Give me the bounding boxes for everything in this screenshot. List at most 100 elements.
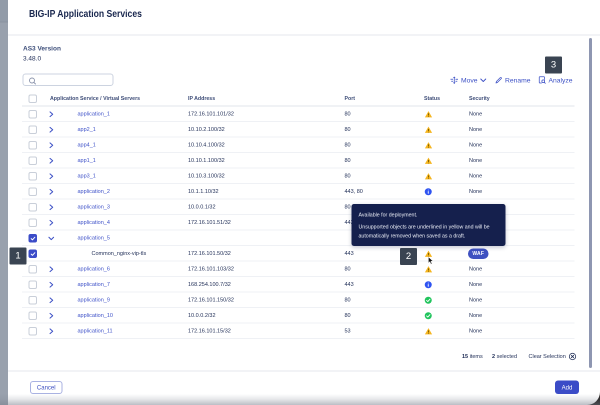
chevron-right-icon: [49, 312, 54, 319]
row-checkbox[interactable]: [28, 187, 37, 196]
table-row[interactable]: app2_1 10.10.2.100/32 80 None: [22, 122, 575, 138]
cancel-button[interactable]: Cancel: [30, 381, 63, 394]
chevron-right-icon: [49, 126, 54, 133]
status-cell[interactable]: [424, 188, 433, 196]
tooltip-line-2: Unsupported objects are underlined in ye…: [358, 224, 490, 230]
application-name-link[interactable]: application_10: [77, 312, 113, 319]
select-all-checkbox[interactable]: [28, 94, 37, 103]
status-cell[interactable]: [424, 266, 433, 274]
row-expander[interactable]: [48, 266, 55, 275]
port-cell: 80: [344, 142, 351, 148]
application-name-link[interactable]: application_3: [77, 204, 110, 210]
add-button[interactable]: Add: [555, 380, 579, 394]
pencil-icon: [495, 76, 502, 84]
application-name-link[interactable]: app1_1: [77, 157, 96, 164]
table-row[interactable]: application_10 10.0.0.2/32 80 None: [22, 308, 575, 324]
application-name-link[interactable]: application_2: [77, 188, 110, 195]
row-checkbox[interactable]: [28, 265, 37, 274]
chevron-right-icon: [49, 188, 54, 195]
application-name-link[interactable]: application_5: [77, 235, 110, 241]
table-row[interactable]: application_9 172.16.101.150/32 80 None: [22, 293, 575, 308]
table-row[interactable]: Common_nginx-vip-tls 172.16.101.50/32 44…: [22, 246, 575, 262]
table-row[interactable]: app4_1 10.10.4.100/32 80 None: [22, 138, 575, 153]
row-expander[interactable]: [48, 126, 55, 136]
status-cell[interactable]: [424, 296, 433, 305]
application-name-link[interactable]: application_1: [77, 111, 110, 117]
analyze-button[interactable]: Analyze: [538, 73, 573, 87]
application-name-link[interactable]: application_11: [77, 328, 113, 334]
search-input[interactable]: [38, 75, 111, 85]
ip-address-cell: 172.16.101.15/32: [188, 328, 231, 334]
row-checkbox[interactable]: [28, 125, 37, 134]
table-row[interactable]: app1_1 10.10.1.100/32 80 None: [22, 153, 575, 169]
table-row[interactable]: application_5: [22, 231, 575, 246]
table-row[interactable]: application_7 168.254.100.7/32 443 None: [22, 277, 575, 293]
row-expander[interactable]: [48, 297, 55, 306]
table-row[interactable]: application_6 172.16.101.103/32 80 None: [22, 262, 575, 277]
rename-button[interactable]: Rename: [495, 73, 531, 87]
row-checkbox[interactable]: [28, 110, 37, 119]
row-checkbox[interactable]: [28, 156, 37, 165]
row-checkbox[interactable]: [28, 311, 37, 320]
status-cell[interactable]: [424, 157, 433, 165]
vertical-scrollbar[interactable]: [589, 38, 592, 368]
row-checkbox[interactable]: [28, 172, 37, 181]
status-cell[interactable]: [424, 142, 433, 150]
application-name-link[interactable]: app3_1: [77, 173, 96, 179]
chevron-right-icon: [49, 204, 54, 211]
row-checkbox[interactable]: [28, 141, 37, 150]
info-icon: [424, 188, 432, 196]
application-name-link[interactable]: application_6: [77, 266, 110, 272]
row-expander[interactable]: [48, 157, 55, 167]
table-row[interactable]: application_11 172.16.101.15/32 53 None: [22, 324, 575, 339]
status-cell[interactable]: [424, 312, 433, 320]
info-icon: [424, 281, 432, 289]
row-expander[interactable]: [48, 204, 55, 213]
status-cell[interactable]: [424, 126, 433, 134]
application-name-link[interactable]: application_7: [77, 281, 110, 288]
status-cell[interactable]: [424, 281, 433, 289]
application-name-link[interactable]: application_4: [77, 219, 110, 226]
row-expander[interactable]: [48, 281, 55, 291]
table-row[interactable]: application_3 10.0.0.1/32 80: [22, 200, 575, 215]
status-cell[interactable]: [424, 173, 433, 181]
row-expander[interactable]: [48, 235, 55, 244]
status-cell[interactable]: [424, 328, 433, 336]
row-checkbox[interactable]: [28, 296, 37, 305]
status-cell[interactable]: [424, 250, 433, 258]
row-checkbox[interactable]: [28, 203, 37, 212]
row-expander[interactable]: [48, 312, 55, 322]
table-row[interactable]: application_1 172.16.101.101/32 80 None: [22, 107, 575, 122]
port-cell: 80: [344, 126, 351, 133]
annotation-badge-2: 2: [400, 248, 417, 265]
table-row[interactable]: application_4 172.16.101.51/32 443: [22, 215, 575, 231]
row-expander[interactable]: [48, 188, 55, 198]
chevron-right-icon: [49, 157, 54, 164]
move-button[interactable]: Move: [450, 73, 487, 87]
row-expander[interactable]: [48, 219, 55, 229]
application-name-link[interactable]: Common_nginx-vip-tls: [91, 250, 147, 257]
row-expander[interactable]: [48, 173, 55, 182]
application-name-link[interactable]: app4_1: [77, 142, 96, 148]
row-checkbox[interactable]: [28, 249, 37, 258]
row-checkbox[interactable]: [28, 234, 37, 243]
security-cell: None: [469, 266, 483, 272]
ip-address-cell: 172.16.101.103/32: [188, 266, 234, 272]
table-row[interactable]: application_2 10.1.1.10/32 443, 80 None: [22, 184, 575, 200]
row-expander[interactable]: [48, 328, 55, 337]
row-checkbox[interactable]: [28, 218, 37, 227]
port-cell: 80: [344, 266, 351, 272]
clear-selection-button[interactable]: Clear Selection: [529, 352, 577, 362]
row-checkbox[interactable]: [28, 327, 37, 336]
as3-version-value: 3.48.0: [23, 54, 42, 63]
table-row[interactable]: app3_1 10.10.3.100/32 80 None: [22, 169, 575, 184]
row-checkbox[interactable]: [28, 280, 37, 289]
application-name-link[interactable]: application_9: [77, 297, 110, 303]
ip-address-cell: 10.10.1.100/32: [188, 157, 225, 164]
row-expander[interactable]: [48, 111, 55, 120]
application-name-link[interactable]: app2_1: [77, 126, 96, 133]
status-cell[interactable]: [424, 111, 433, 119]
search-box[interactable]: [22, 73, 114, 86]
annotation-badge-1: 1: [9, 247, 27, 265]
row-expander[interactable]: [48, 142, 55, 151]
